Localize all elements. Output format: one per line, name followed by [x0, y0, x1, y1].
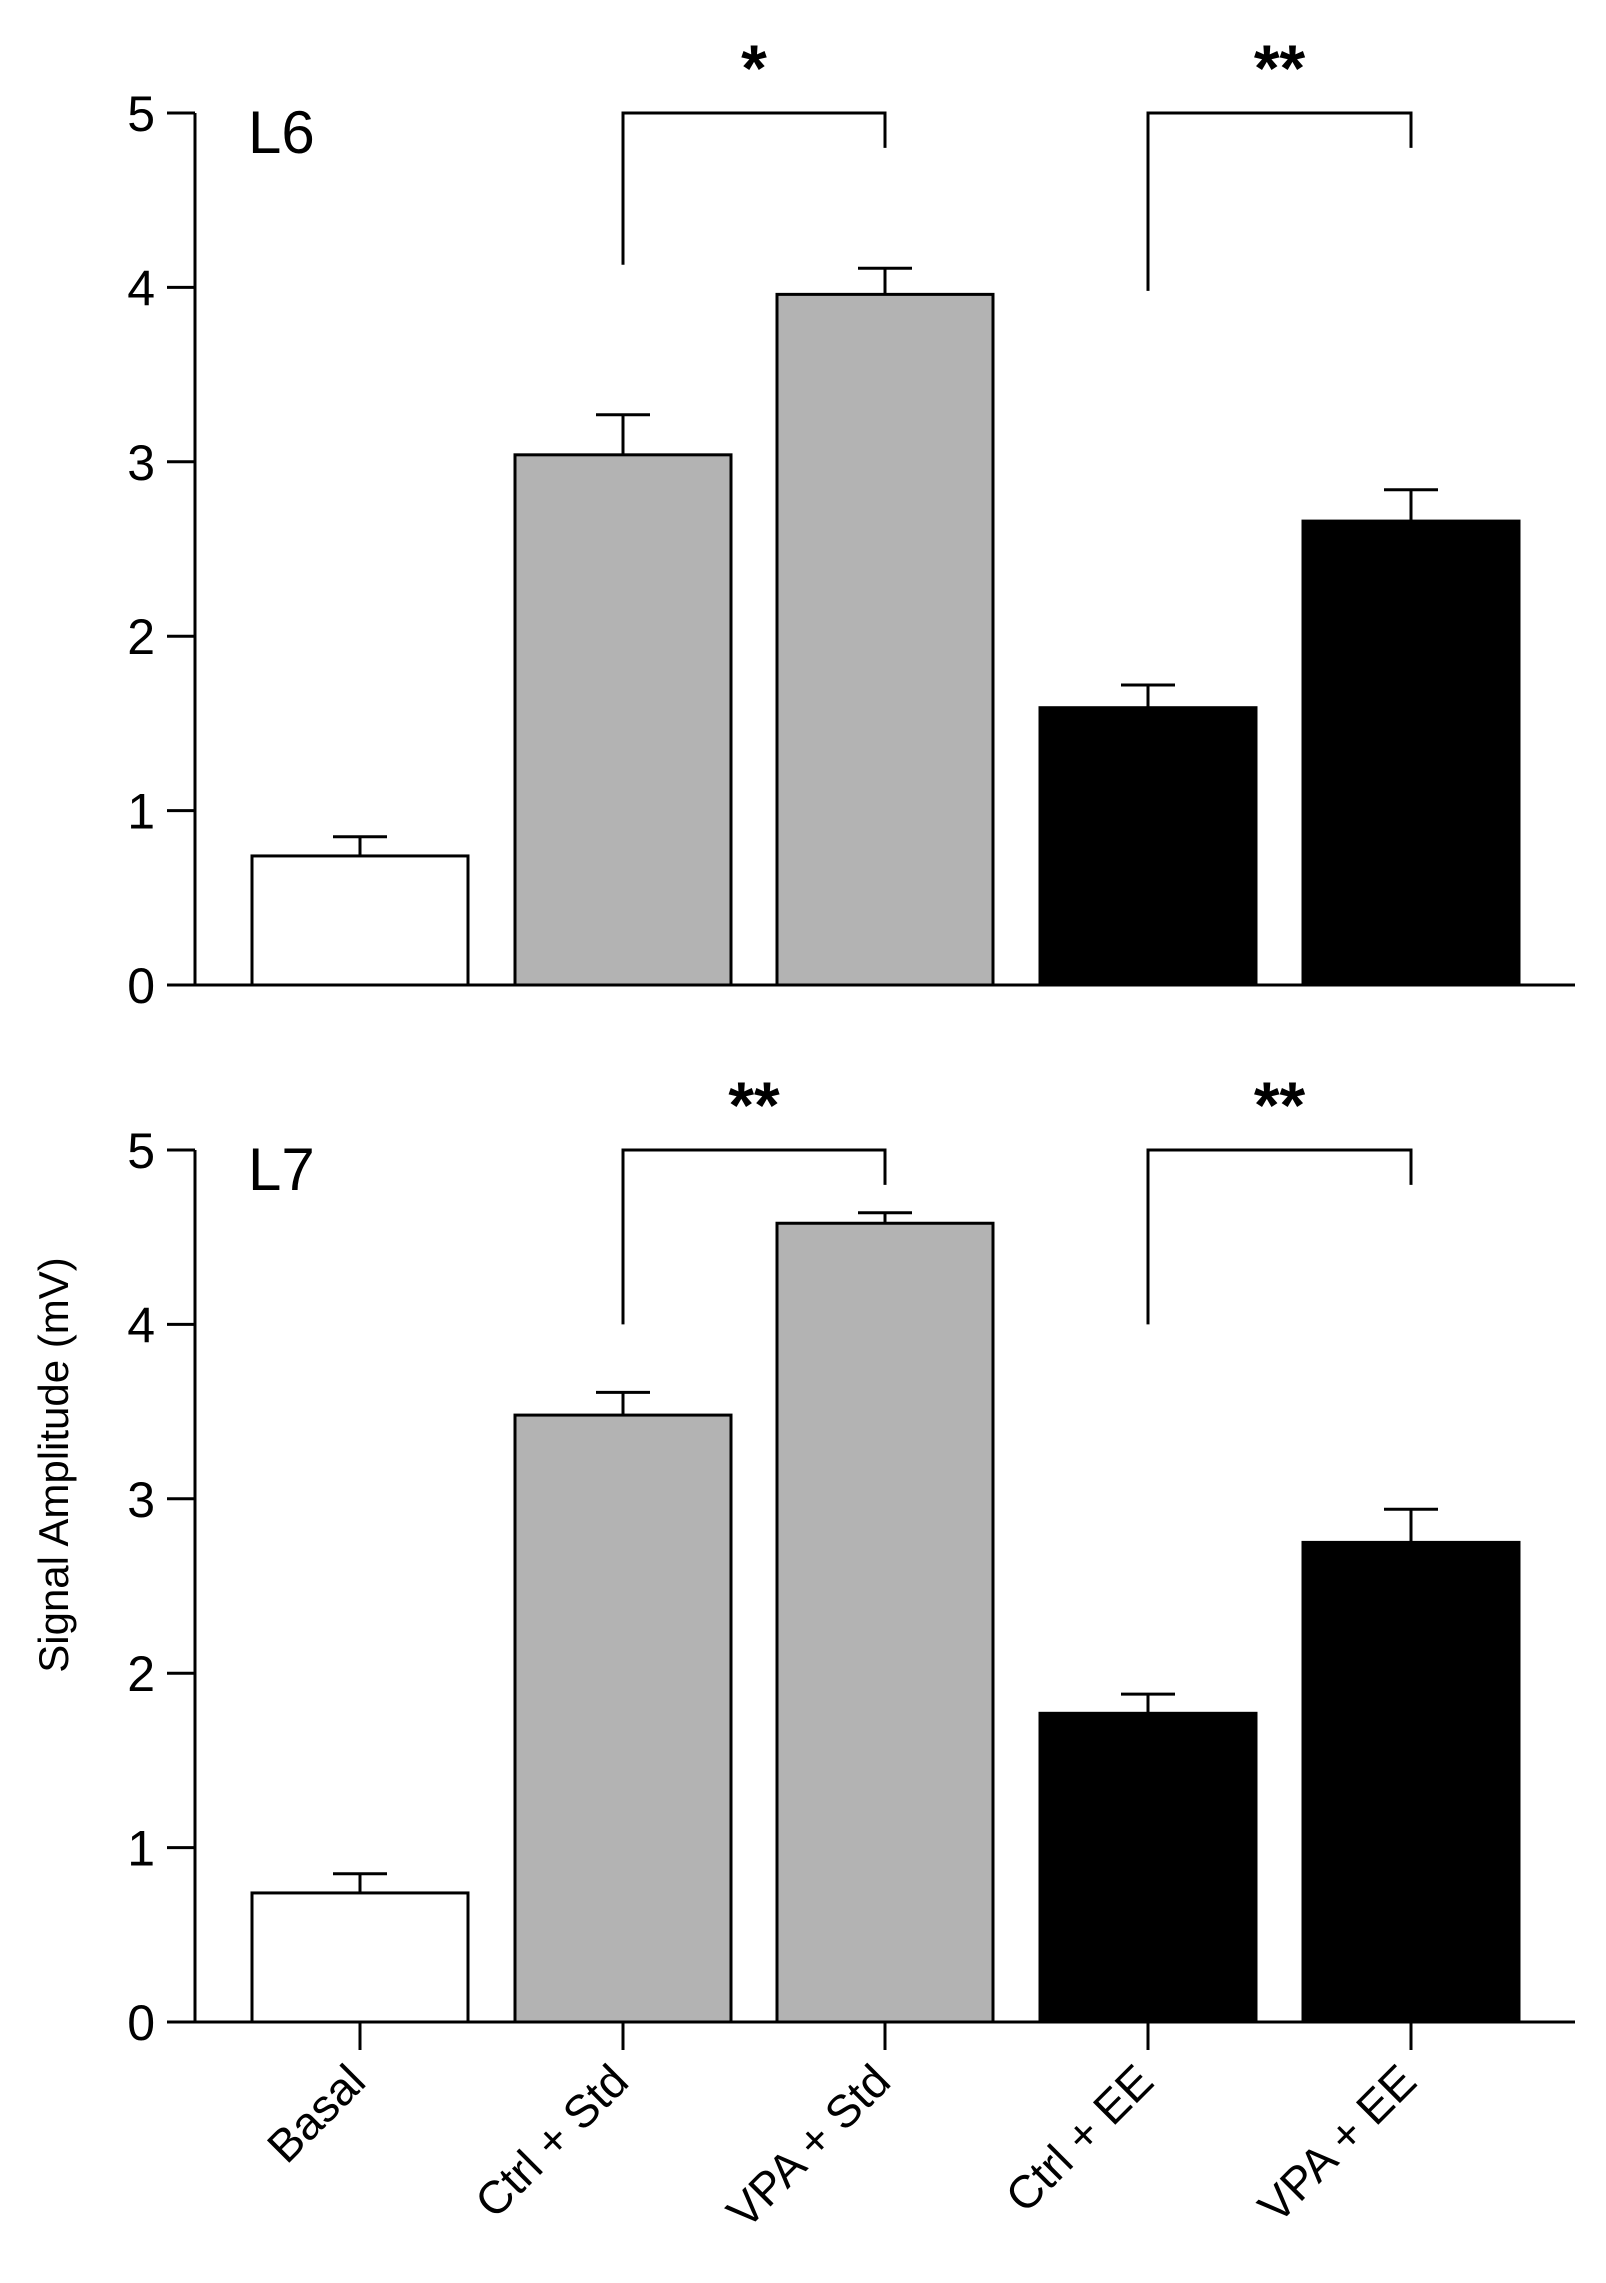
panel-l6-bar-ctrl-std — [513, 453, 733, 987]
x-category-label: VPA + Std — [717, 2054, 901, 2238]
panel-l6-significance-label: * — [741, 31, 767, 105]
panel-l7-bar-vpa-std — [775, 1221, 995, 2024]
x-category-label: Basal — [257, 2054, 375, 2172]
panel-l6-y-tick-label: 4 — [127, 260, 155, 316]
panel-l7-bar-ctrl-ee — [1038, 1711, 1258, 2024]
panel-l7-y-tick-label: 2 — [127, 1646, 155, 1702]
panel-l7-significance-bracket — [1146, 1148, 1413, 1325]
panel-l6-bar-ctrl-ee — [1038, 706, 1258, 987]
x-category-label: VPA + EE — [1248, 2054, 1426, 2232]
panel-l7-significance-label: ** — [1254, 1068, 1306, 1142]
panel-l6-y-tick-label: 5 — [127, 86, 155, 142]
panel-l7-significance-bracket — [621, 1148, 887, 1325]
x-category-label: Ctrl + Std — [465, 2054, 638, 2227]
panel-l7-y-tick-label: 1 — [127, 1821, 155, 1877]
y-axis-label: Signal Amplitude (mV) — [30, 1257, 77, 1673]
panel-l6-significance-bracket — [621, 111, 887, 265]
panel-l6-bar-vpa-std — [775, 292, 995, 987]
panel-l7-label: L7 — [248, 1136, 315, 1203]
panel-l7-y-tick-label: 3 — [127, 1472, 155, 1528]
panel-l7-bar-vpa-ee — [1301, 1540, 1521, 2024]
panel-l7-y-tick-label: 4 — [127, 1297, 155, 1353]
panel-l6-y-tick-label: 3 — [127, 435, 155, 491]
panel-l7-bar-basal — [250, 1891, 470, 2024]
panel-l6-label: L6 — [248, 99, 315, 166]
panel-l6-significance-label: ** — [1254, 31, 1306, 105]
panel-l7-y-tick-label: 0 — [127, 1995, 155, 2051]
panel-l7-y-tick-label: 5 — [127, 1123, 155, 1179]
panel-l6-bar-basal — [250, 854, 470, 987]
panel-l6-significance-bracket — [1146, 111, 1413, 291]
x-category-label: Ctrl + EE — [995, 2054, 1163, 2222]
panel-l7-bar-ctrl-std — [513, 1413, 733, 2024]
panel-l6-y-tick-label: 1 — [127, 784, 155, 840]
panel-l6-y-tick-label: 2 — [127, 609, 155, 665]
panel-l6-bar-vpa-ee — [1301, 519, 1521, 987]
panel-l7-significance-label: ** — [728, 1068, 780, 1142]
panel-l6-y-tick-label: 0 — [127, 958, 155, 1014]
